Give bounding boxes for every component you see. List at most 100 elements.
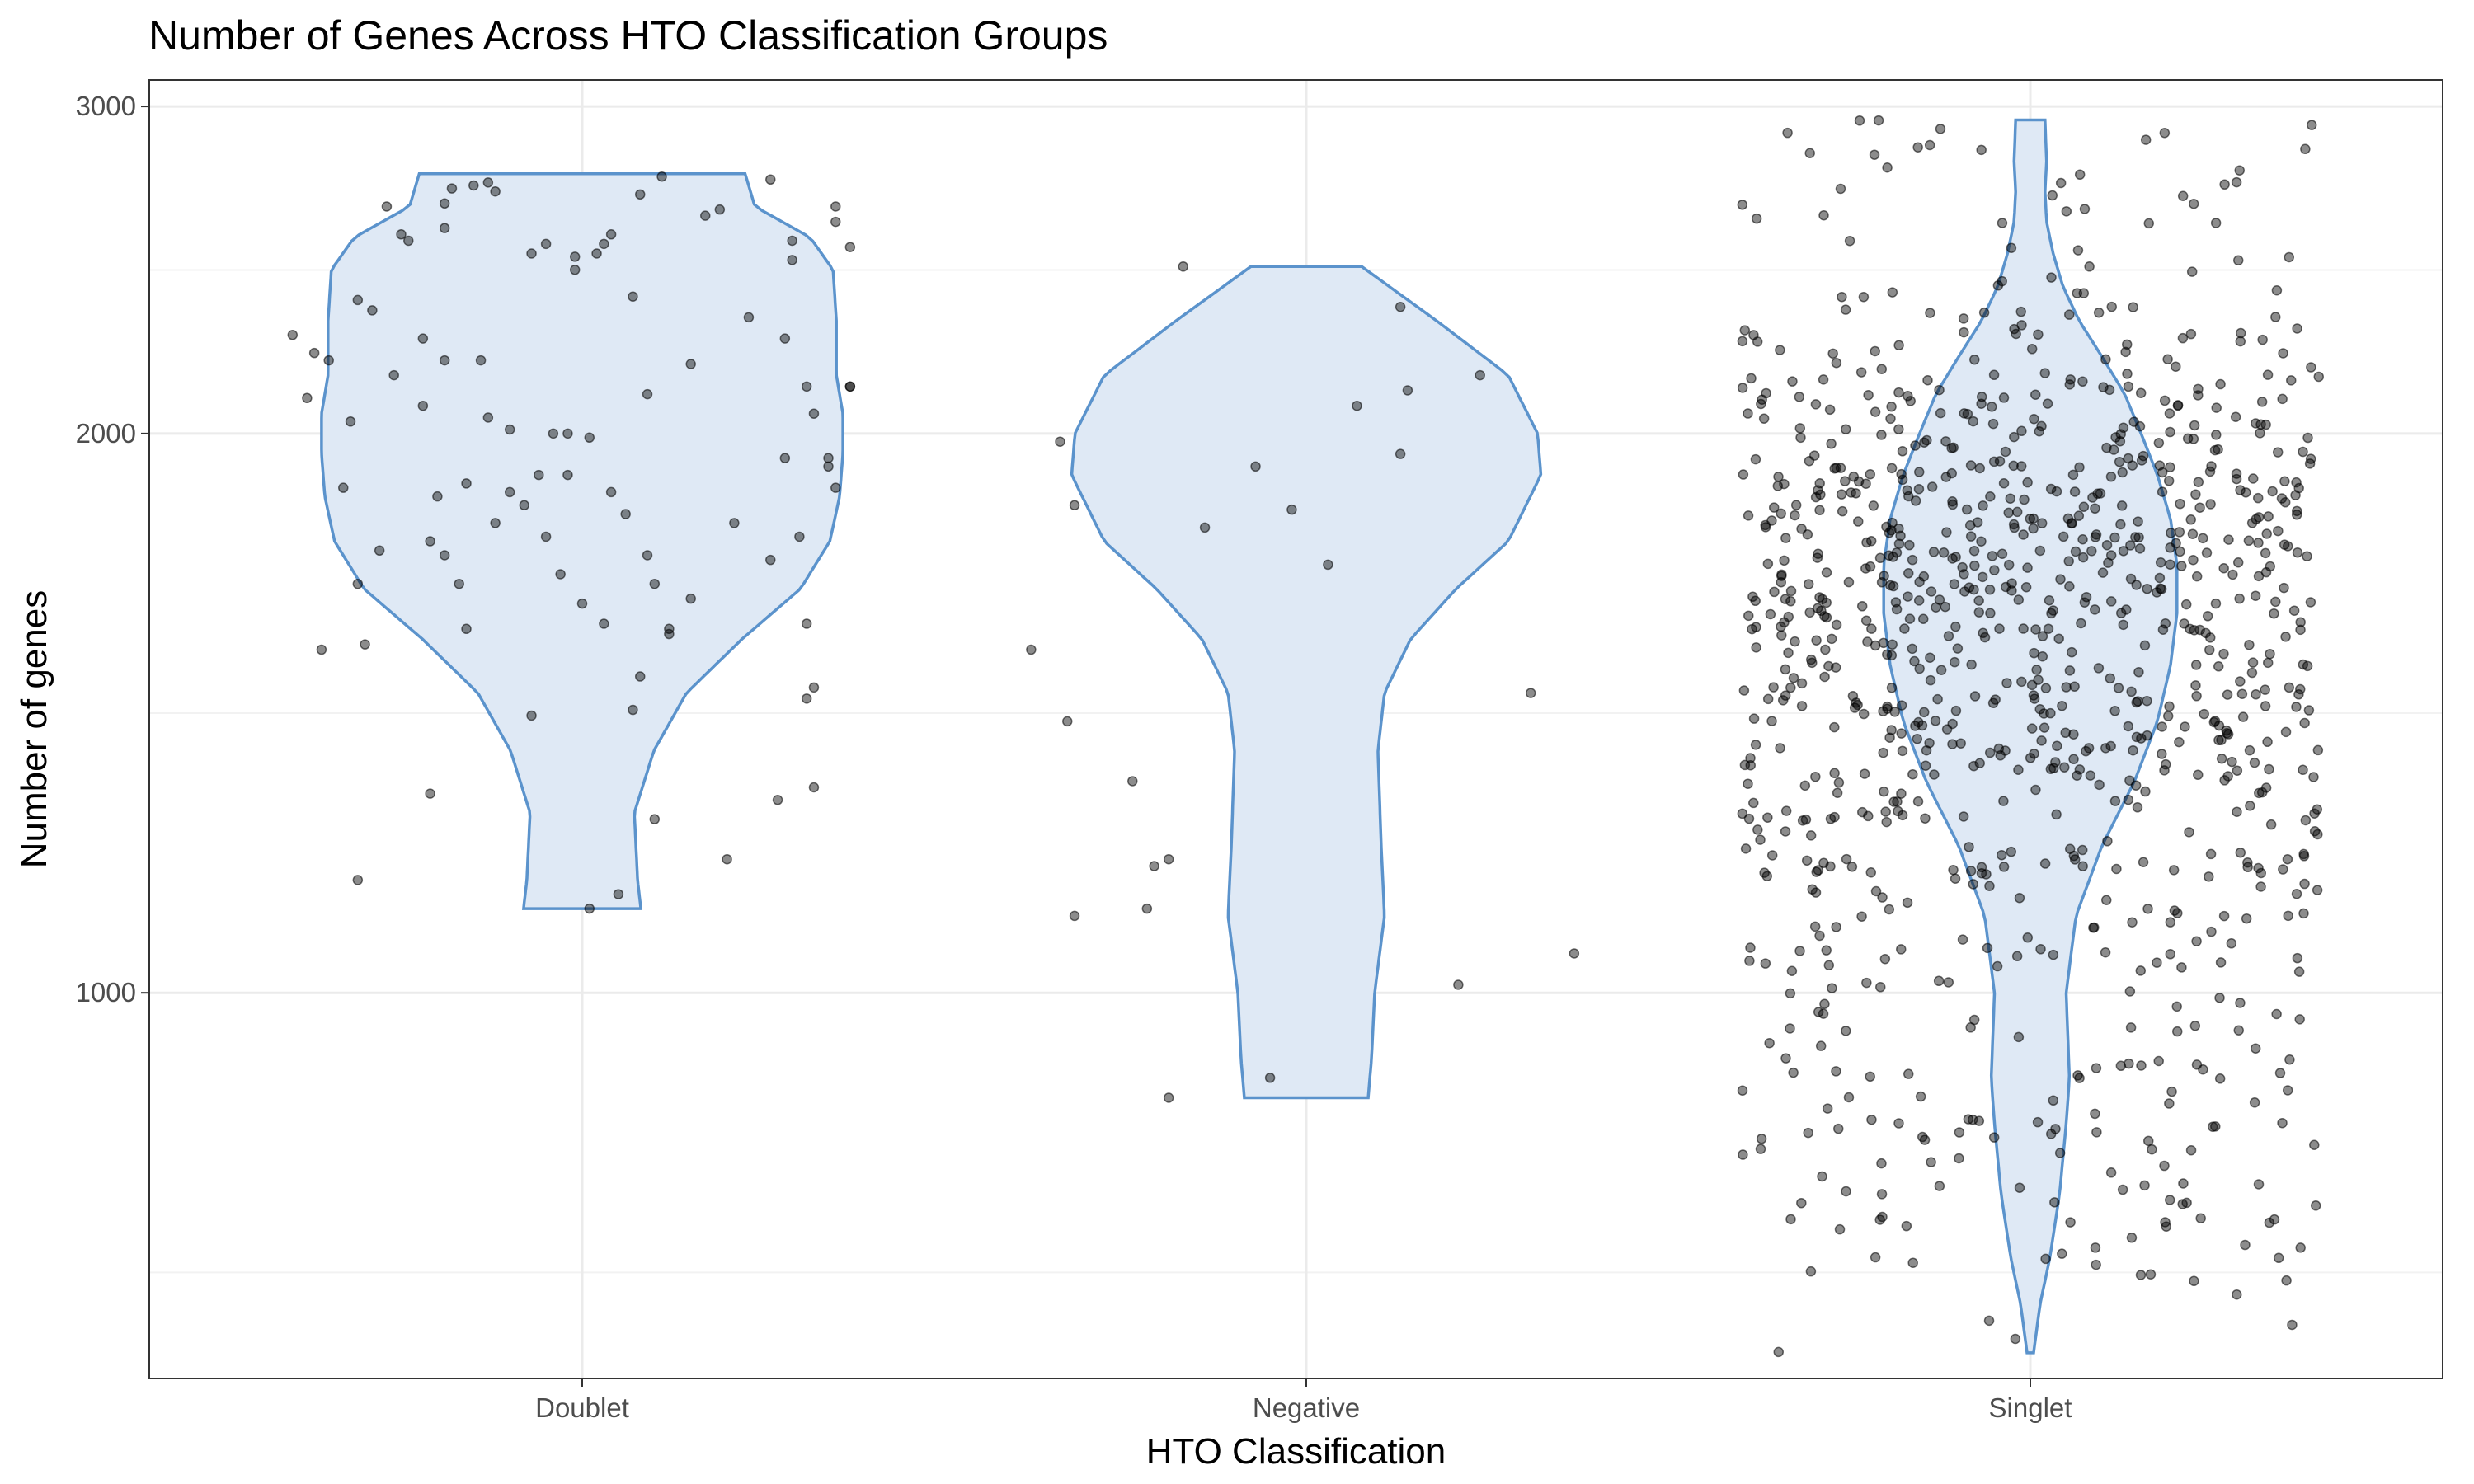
point-singlet (2011, 328, 2021, 340)
point-singlet (2051, 809, 2062, 820)
point-singlet (2210, 218, 2222, 228)
point-singlet (2157, 624, 2169, 635)
point-singlet (1987, 697, 1999, 709)
point-singlet (2035, 944, 2046, 955)
point-doublet (461, 623, 472, 635)
point-singlet (1926, 1157, 1936, 1167)
point-singlet (2085, 770, 2096, 781)
point-singlet (1821, 612, 1832, 623)
point-singlet (1876, 430, 1887, 440)
point-singlet (1912, 733, 1923, 744)
point-doublet (620, 509, 631, 519)
x-tick-label: Doublet (535, 1392, 629, 1423)
point-singlet (2005, 493, 2016, 504)
point-singlet (2092, 488, 2103, 500)
point-singlet (2227, 569, 2238, 580)
point-singlet (2171, 1026, 2183, 1037)
point-singlet (1786, 965, 1798, 976)
point-singlet (1873, 115, 1884, 126)
point-singlet (1810, 491, 1822, 503)
point-singlet (1814, 505, 1825, 516)
point-singlet (1796, 524, 1807, 534)
point-singlet (2039, 368, 2051, 378)
point-singlet (2284, 251, 2295, 263)
point-singlet (1863, 389, 1874, 401)
point-singlet (2271, 1008, 2282, 1020)
point-doublet (540, 531, 552, 542)
point-doublet (591, 248, 602, 259)
point-singlet (2279, 539, 2290, 550)
point-singlet (2215, 957, 2227, 968)
point-singlet (1796, 701, 1808, 711)
point-singlet (2135, 387, 2147, 398)
point-doublet (439, 223, 450, 233)
point-singlet (2115, 519, 2126, 530)
y-tick-label: 2000 (76, 418, 136, 448)
point-singlet (2300, 143, 2311, 155)
point-singlet (1794, 423, 1806, 434)
point-singlet (2022, 477, 2033, 488)
point-singlet (2204, 466, 2216, 477)
point-singlet (2040, 1253, 2051, 1265)
point-singlet (2213, 444, 2223, 455)
point-singlet (1764, 1038, 1775, 1049)
point-singlet (2133, 516, 2143, 527)
point-singlet (1737, 383, 1748, 393)
point-singlet (2078, 288, 2090, 298)
point-singlet (2026, 723, 2038, 734)
point-singlet (1913, 483, 1925, 495)
point-singlet (2271, 284, 2283, 296)
point-singlet (2039, 858, 2051, 869)
point-singlet (1809, 921, 1821, 932)
point-singlet (2302, 432, 2313, 444)
point-singlet (2050, 757, 2061, 768)
point-singlet (2117, 1184, 2128, 1195)
point-singlet (2241, 487, 2251, 498)
point-singlet (1948, 864, 1959, 876)
point-singlet (1997, 218, 2008, 228)
point-singlet (1979, 632, 1991, 643)
point-singlet (2278, 348, 2288, 359)
point-singlet (1785, 1214, 1796, 1225)
point-singlet (1799, 780, 1811, 791)
point-singlet (2287, 1319, 2298, 1331)
point-singlet (2180, 721, 2190, 732)
point-negative (1199, 522, 1211, 533)
point-singlet (2312, 744, 2324, 756)
point-singlet (2246, 667, 2258, 679)
point-singlet (2133, 667, 2144, 678)
point-singlet (1910, 440, 1921, 451)
point-singlet (1783, 611, 1794, 622)
point-singlet (2077, 552, 2089, 563)
point-singlet (1973, 607, 1985, 618)
point-singlet (1968, 879, 1978, 890)
point-singlet (2255, 867, 2267, 879)
point-singlet (1914, 576, 1925, 588)
point-singlet (1940, 472, 1952, 482)
point-singlet (1748, 330, 1759, 340)
point-singlet (2221, 725, 2232, 736)
point-singlet (2191, 936, 2202, 946)
point-singlet (2026, 344, 2038, 355)
point-singlet (1775, 345, 1785, 355)
point-singlet (2185, 1144, 2197, 1156)
point-singlet (1962, 408, 1973, 420)
point-singlet (1836, 489, 1847, 500)
point-singlet (2135, 1270, 2147, 1280)
point-singlet (2274, 1068, 2286, 1078)
point-doublet (844, 381, 856, 392)
point-doublet (352, 294, 364, 306)
point-singlet (2235, 676, 2246, 687)
point-singlet (2205, 499, 2216, 510)
point-singlet (2186, 266, 2198, 277)
point-singlet (1977, 571, 1988, 583)
point-singlet (2077, 376, 2088, 387)
point-singlet (1854, 115, 1865, 126)
point-singlet (2298, 851, 2310, 862)
point-singlet (1949, 579, 1960, 589)
point-singlet (1743, 778, 1753, 789)
point-singlet (2264, 1217, 2275, 1228)
point-singlet (1921, 744, 1932, 756)
point-singlet (2064, 379, 2076, 390)
point-singlet (1877, 1211, 1888, 1223)
